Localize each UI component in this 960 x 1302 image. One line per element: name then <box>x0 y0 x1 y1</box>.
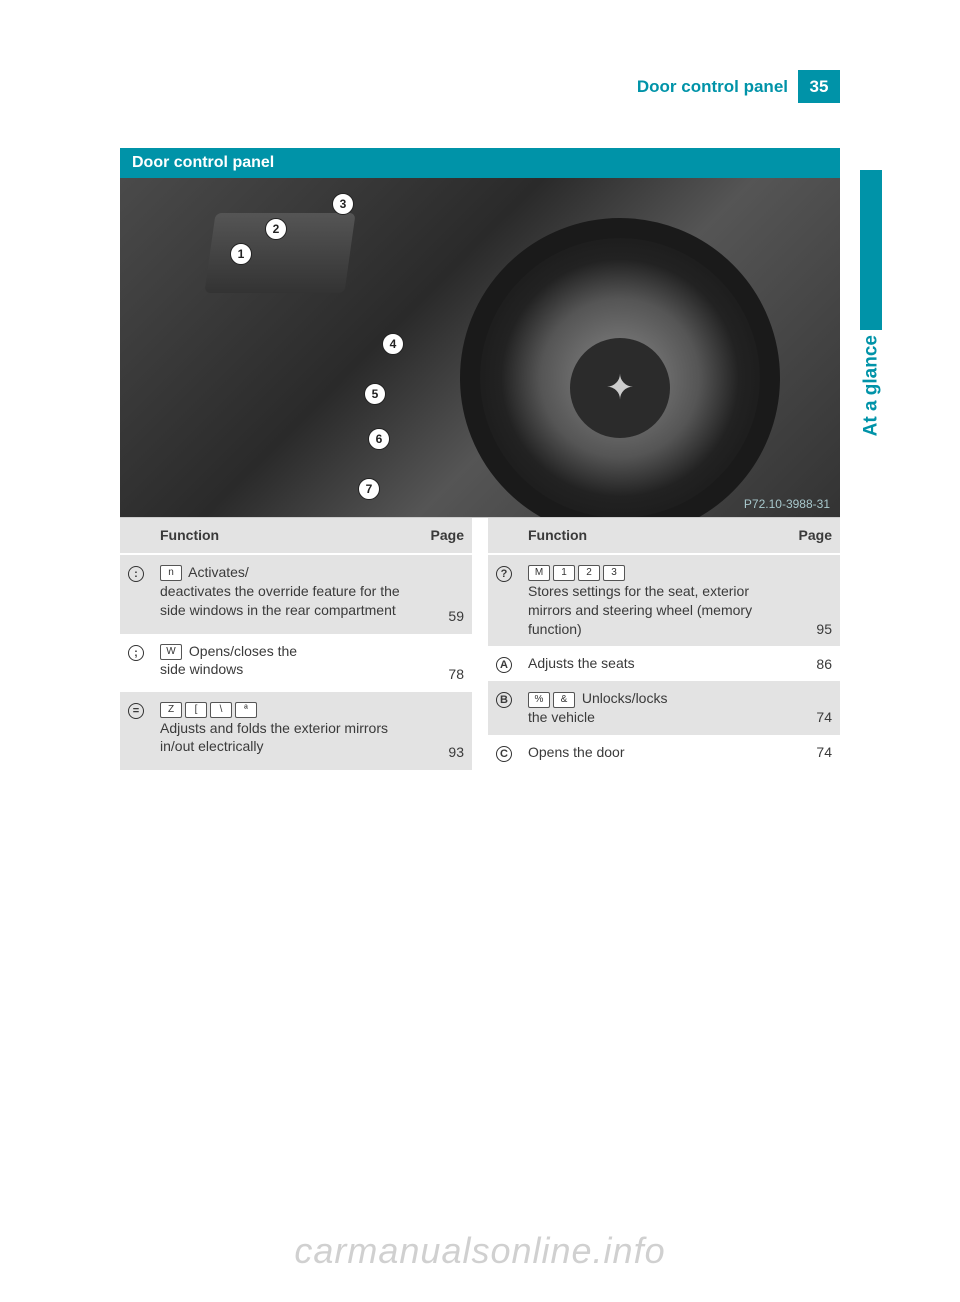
table-row: ;W Opens/closes theside windows78 <box>120 634 472 692</box>
row-marker: B <box>488 681 520 735</box>
chapter-side-tab <box>860 170 882 330</box>
function-table-right: Function Page ?M123Stores settings for t… <box>488 518 840 770</box>
door-panel-figure: ✦ 12 3 4 5 6 7 P72.10-3988-31 <box>120 178 840 518</box>
row-function: Z[\ªAdjusts and folds the exterior mirro… <box>152 692 418 771</box>
row-page: 95 <box>786 554 840 647</box>
row-marker: C <box>488 735 520 770</box>
row-page: 59 <box>418 554 472 634</box>
row-marker: : <box>120 554 152 634</box>
page-number: 35 <box>798 70 840 103</box>
section-heading: Door control panel <box>120 148 840 178</box>
row-page: 78 <box>418 634 472 692</box>
symbol-icon: 3 <box>603 565 625 581</box>
symbol-icon: M <box>528 565 550 581</box>
page-content: Door control panel 35 Door control panel… <box>120 70 840 770</box>
row-function: W Opens/closes theside windows <box>152 634 418 692</box>
row-page: 93 <box>418 692 472 771</box>
figure-callout-3: 3 <box>332 193 354 215</box>
row-marker: = <box>120 692 152 771</box>
row-marker: A <box>488 646 520 681</box>
symbol-icon: W <box>160 644 182 660</box>
figure-callout-7: 7 <box>358 478 380 500</box>
symbol-icon: 1 <box>553 565 575 581</box>
col-page: Page <box>418 518 472 554</box>
table-row: ?M123Stores settings for the seat, exter… <box>488 554 840 647</box>
table-row: B%& Unlocks/locksthe vehicle74 <box>488 681 840 735</box>
symbol-icon: [ <box>185 702 207 718</box>
row-function: M123Stores settings for the seat, exteri… <box>520 554 786 647</box>
figure-callout-2: 2 <box>265 218 287 240</box>
symbol-icon: \ <box>210 702 232 718</box>
row-marker: ; <box>120 634 152 692</box>
symbol-icon: % <box>528 692 550 708</box>
col-function: Function <box>520 518 786 554</box>
chapter-side-label: At a glance <box>860 335 882 436</box>
col-num <box>120 518 152 554</box>
function-table-left: Function Page :n Activates/deactivates t… <box>120 518 472 770</box>
symbol-icon: n <box>160 565 182 581</box>
col-page: Page <box>786 518 840 554</box>
row-function: Adjusts the seats <box>520 646 786 681</box>
row-function: %& Unlocks/locksthe vehicle <box>520 681 786 735</box>
table-row: COpens the door74 <box>488 735 840 770</box>
figure-mercedes-logo: ✦ <box>570 338 670 438</box>
figure-callout-4: 4 <box>382 333 404 355</box>
symbol-icon: Z <box>160 702 182 718</box>
figure-reference-code: P72.10-3988-31 <box>744 497 830 511</box>
table-row: :n Activates/deactivates the override fe… <box>120 554 472 634</box>
figure-callout-5: 5 <box>364 383 386 405</box>
figure-callout-6: 6 <box>368 428 390 450</box>
symbol-icon: 2 <box>578 565 600 581</box>
watermark-text: carmanualsonline.info <box>0 1230 960 1272</box>
row-page: 74 <box>786 735 840 770</box>
col-function: Function <box>152 518 418 554</box>
symbol-icon: & <box>553 692 575 708</box>
figure-callout-1: 1 <box>230 243 252 265</box>
col-num <box>488 518 520 554</box>
row-page: 86 <box>786 646 840 681</box>
row-page: 74 <box>786 681 840 735</box>
function-tables: Function Page :n Activates/deactivates t… <box>120 518 840 770</box>
row-function: n Activates/deactivates the override fea… <box>152 554 418 634</box>
symbol-icon: ª <box>235 702 257 718</box>
row-function: Opens the door <box>520 735 786 770</box>
table-row: =Z[\ªAdjusts and folds the exterior mirr… <box>120 692 472 771</box>
table-row: AAdjusts the seats86 <box>488 646 840 681</box>
row-marker: ? <box>488 554 520 647</box>
header-title: Door control panel <box>637 70 798 103</box>
page-header: Door control panel 35 <box>120 70 840 103</box>
